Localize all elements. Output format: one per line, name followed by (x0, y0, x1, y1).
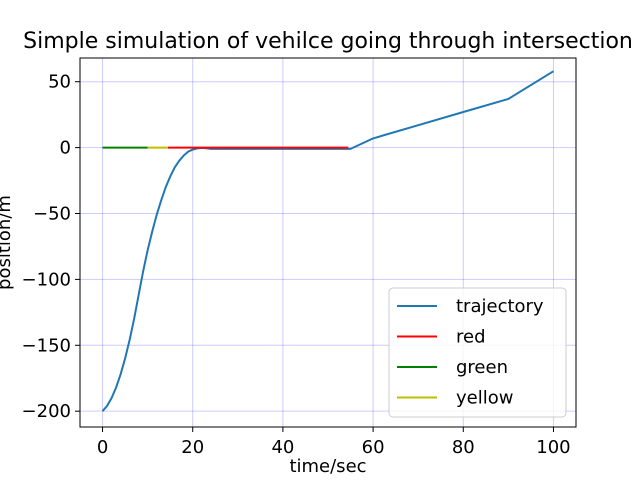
legend: trajectory red green yellow (388, 287, 567, 418)
y-tick-label: −100 (22, 269, 71, 290)
series-lines (101, 70, 555, 412)
legend-label-green: green (456, 357, 508, 378)
x-tick-label: 60 (362, 437, 385, 458)
legend-label-yellow: yellow (456, 388, 513, 409)
x-tick-label: 40 (271, 437, 294, 458)
x-tick-label: 0 (97, 437, 108, 458)
axis-ticks: 0 20 40 60 80 100 −200 −150 −100 −50 0 50 (22, 72, 571, 458)
plot-frame (79, 57, 577, 428)
legend-box (388, 287, 567, 418)
x-tick-label: 80 (452, 437, 475, 458)
y-axis-label: position/m (0, 195, 15, 290)
chart-title: Simple simulation of vehilce going throu… (23, 29, 633, 54)
x-tick-label: 100 (536, 437, 570, 458)
y-tick-label: −150 (22, 335, 71, 356)
y-tick-label: 0 (60, 138, 71, 159)
x-axis-label: time/sec (289, 456, 366, 477)
x-tick-label: 20 (181, 437, 204, 458)
series-line-trajectory (101, 70, 555, 412)
legend-label-red: red (456, 327, 486, 348)
y-tick-label: −50 (33, 204, 71, 225)
legend-label-trajectory: trajectory (456, 296, 544, 317)
y-tick-label: 50 (48, 72, 71, 93)
y-tick-label: −200 (22, 401, 71, 422)
